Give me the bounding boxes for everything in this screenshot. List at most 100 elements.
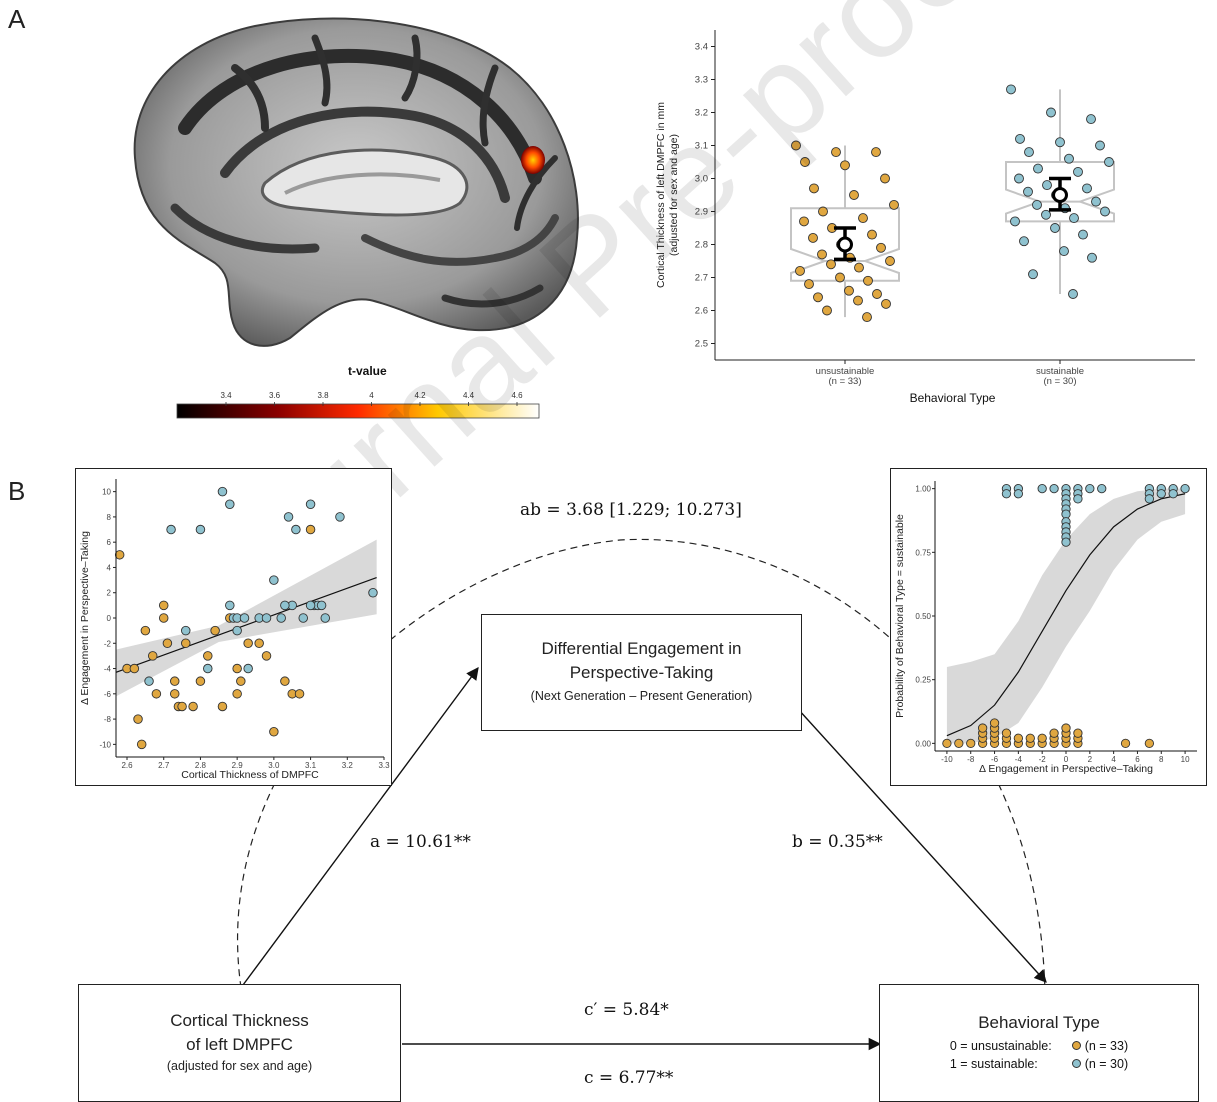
path-c-label: c = 6.77**: [584, 1068, 674, 1088]
data-point-sustainable: [276, 613, 286, 623]
data-point-unsustainable: [158, 613, 169, 623]
colorbar-tick-label: 4.4: [463, 391, 475, 400]
data-point-unsustainable: [1061, 723, 1071, 733]
data-point-sustainable: [1144, 494, 1155, 504]
data-point-sustainable: [225, 499, 235, 510]
y-tick-label: 3.2: [695, 108, 708, 119]
y-tick-label: 0.75: [915, 548, 931, 557]
data-point-sustainable: [1055, 137, 1065, 148]
x-tick-label: 3.3: [378, 761, 390, 770]
data-point-unsustainable: [210, 625, 220, 636]
outcome-row1-n: (n = 33): [1084, 1039, 1129, 1053]
colorbar-gradient: [176, 403, 540, 419]
data-point-unsustainable: [835, 272, 845, 283]
path-cprime-label: c′ = 5.84*: [584, 1000, 669, 1020]
data-point-unsustainable: [181, 638, 191, 649]
data-point-unsustainable: [872, 289, 882, 299]
data-point-sustainable: [1010, 216, 1020, 227]
x-tick-label: 6: [1135, 755, 1140, 764]
data-point-sustainable: [1100, 206, 1110, 217]
data-point-sustainable: [1061, 509, 1071, 519]
data-point-sustainable: [320, 613, 331, 623]
data-point-unsustainable: [854, 262, 864, 273]
data-point-sustainable: [1001, 489, 1012, 499]
data-point-sustainable: [1095, 140, 1105, 151]
data-point-unsustainable: [849, 190, 859, 200]
data-point-unsustainable: [881, 298, 891, 309]
path-ab-label: ab = 3.68 [1.229; 10.273]: [520, 500, 742, 520]
x-tick-label: 8: [1159, 755, 1164, 764]
data-point-unsustainable: [858, 213, 868, 224]
data-point-unsustainable: [862, 312, 872, 323]
x-tick-label: 2.7: [158, 761, 170, 770]
y-tick-label: -10: [99, 740, 111, 749]
data-point-unsustainable: [129, 663, 140, 674]
data-point-unsustainable: [236, 676, 246, 686]
path-a-arrow: [242, 666, 479, 986]
data-point-sustainable: [1082, 183, 1092, 194]
data-point-unsustainable: [1144, 738, 1155, 749]
y-tick-label: 3.4: [695, 42, 708, 53]
outcome-row2-code: 1 = sustainable:: [949, 1057, 1038, 1071]
mediator-box: Differential Engagement in Perspective-T…: [481, 614, 802, 731]
data-point-unsustainable: [133, 714, 143, 724]
data-point-sustainable: [1104, 157, 1114, 167]
data-point-unsustainable: [1049, 728, 1059, 738]
inset-right-frame: 0.00 0.25 0.50 0.75 1.00 -10 -8 -6 -4 -2 0 2 4 6 8 10 Δ …: [890, 468, 1207, 786]
y-tick-label: 6: [107, 538, 112, 547]
mean-marker-unsustainable: [837, 236, 853, 253]
data-point-unsustainable: [254, 638, 264, 649]
y-tick-label: 2.6: [695, 306, 708, 317]
x-tick-label: 2: [1088, 755, 1093, 764]
y-tick-label: 0.25: [915, 676, 931, 685]
x-tick-label: -4: [1015, 755, 1023, 764]
data-point-sustainable: [1069, 213, 1079, 224]
colorbar-tick-label: 4.2: [414, 391, 426, 400]
outcome-title: Behavioral Type: [978, 1013, 1100, 1032]
data-point-unsustainable: [818, 206, 828, 217]
colorbar-tick-label: 4: [369, 391, 374, 400]
y-tick-label: 0.00: [915, 739, 931, 748]
data-point-sustainable: [1073, 166, 1083, 177]
data-point-unsustainable: [232, 663, 242, 674]
data-point-sustainable: [368, 587, 378, 598]
y-axis-label: Probability of Behavioral Type = sustain…: [894, 514, 906, 718]
logistic-curve: [946, 493, 1186, 737]
x-tick-label: 10: [1181, 755, 1190, 764]
x-tick-label: 0: [1064, 755, 1069, 764]
data-point-sustainable: [280, 600, 290, 611]
y-tick-label: -4: [104, 665, 112, 674]
data-point-unsustainable: [195, 676, 206, 686]
y-axis-label: Cortical Thickness of left DMPFC in mm: [655, 102, 667, 288]
data-point-unsustainable: [867, 229, 877, 240]
data-point-sustainable: [203, 663, 213, 674]
y-tick-label: 4: [107, 563, 112, 572]
data-point-sustainable: [1041, 209, 1051, 220]
data-point-sustainable: [305, 499, 316, 510]
data-point-sustainable: [1028, 269, 1038, 280]
data-point-sustainable: [1064, 153, 1074, 164]
data-point-unsustainable: [280, 676, 290, 686]
data-point-unsustainable: [813, 292, 823, 303]
data-point-unsustainable: [942, 738, 952, 749]
y-tick-label: 3.3: [695, 75, 708, 86]
data-point-sustainable: [1015, 133, 1025, 144]
y-tick-label: 0: [107, 614, 112, 623]
data-point-unsustainable: [831, 147, 841, 158]
predictor-line1: Cortical Thickness: [170, 1011, 309, 1030]
data-point-sustainable: [269, 575, 279, 585]
colorbar: 3.4 3.6 3.8 4 4.2 4.4 4.6: [176, 391, 540, 419]
x-tick-n: (n = 30): [1043, 376, 1076, 387]
data-point-unsustainable: [1025, 733, 1035, 743]
data-point-unsustainable: [1001, 728, 1012, 738]
data-point-unsustainable: [243, 638, 253, 649]
data-point-sustainable: [195, 524, 206, 535]
data-point-sustainable: [1087, 252, 1097, 263]
x-axis-label: Behavioral Type: [910, 391, 996, 405]
data-point-unsustainable: [151, 689, 162, 699]
panel-label-b: B: [8, 476, 26, 506]
data-point-unsustainable: [188, 701, 198, 712]
data-point-sustainable: [1097, 483, 1107, 494]
data-point-sustainable: [1180, 483, 1190, 494]
data-point-unsustainable: [269, 726, 279, 737]
